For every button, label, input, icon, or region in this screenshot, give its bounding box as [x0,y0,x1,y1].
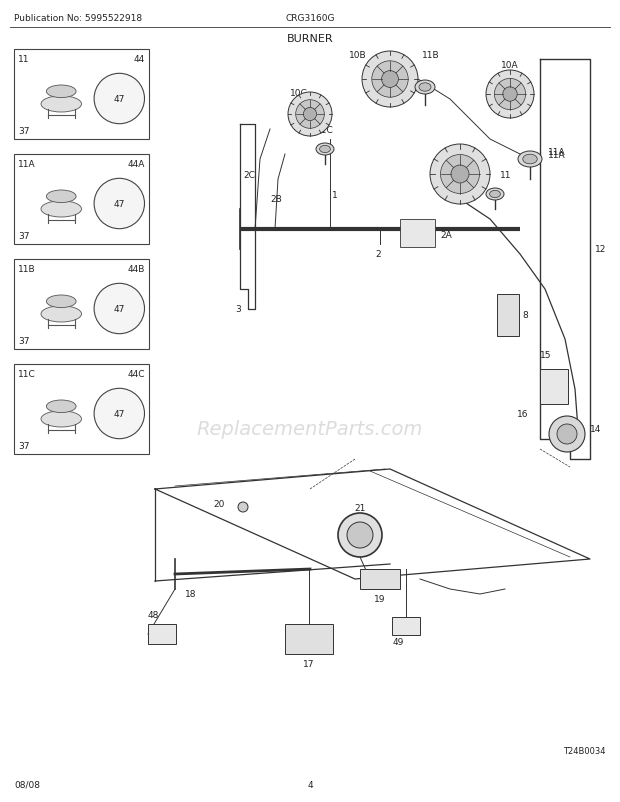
Text: 10B: 10B [350,51,367,60]
Circle shape [494,79,526,111]
Bar [14,155,149,245]
Circle shape [440,156,479,194]
Ellipse shape [46,191,76,204]
Circle shape [303,108,317,121]
Text: 3: 3 [235,305,241,314]
Bar [14,365,149,455]
Circle shape [549,416,585,452]
Ellipse shape [41,306,81,322]
Ellipse shape [518,152,542,168]
Circle shape [94,75,144,124]
Ellipse shape [319,146,330,153]
Ellipse shape [419,83,431,92]
Text: 8: 8 [522,311,528,320]
Text: 10C: 10C [290,89,308,98]
Text: 47: 47 [113,200,125,209]
Text: 11A: 11A [18,160,35,168]
Text: 47: 47 [113,305,125,314]
Text: 37: 37 [18,232,30,241]
Bar [540,370,568,404]
Text: T24B0034: T24B0034 [564,746,606,755]
Ellipse shape [46,296,76,308]
Ellipse shape [41,201,81,217]
Text: 20: 20 [214,500,225,508]
Text: 2B: 2B [270,195,281,205]
Text: 15: 15 [540,350,552,359]
Ellipse shape [490,191,500,198]
Bar [400,220,435,248]
Text: 18: 18 [185,589,197,598]
Text: CRG3160G: CRG3160G [285,14,335,23]
Text: 48: 48 [148,610,159,619]
Text: 2C: 2C [243,170,255,180]
Circle shape [238,502,248,512]
Text: 08/08: 08/08 [14,780,40,789]
Bar [14,260,149,350]
Text: 44C: 44C [128,370,145,379]
Text: Publication No: 5995522918: Publication No: 5995522918 [14,14,142,23]
Circle shape [451,166,469,184]
Text: 17: 17 [303,659,315,668]
Bar [148,624,176,644]
Text: 11: 11 [18,55,30,64]
Text: 11: 11 [500,171,511,180]
Circle shape [381,71,399,88]
Ellipse shape [523,155,537,164]
Circle shape [94,284,144,334]
Circle shape [94,179,144,229]
Text: 11B: 11B [18,265,35,273]
Circle shape [503,87,517,102]
Circle shape [372,62,408,98]
Text: 11A: 11A [548,148,565,157]
Text: 37: 37 [18,127,30,136]
Circle shape [557,424,577,444]
Text: 2A: 2A [440,230,452,239]
Text: 1: 1 [332,190,338,199]
Text: 16: 16 [517,410,528,419]
Text: 2: 2 [375,249,381,259]
Text: 11C: 11C [316,126,334,135]
Bar [360,569,400,589]
Circle shape [430,145,490,205]
Text: 37: 37 [18,337,30,346]
Text: 21: 21 [354,504,366,512]
Text: ReplacementParts.com: ReplacementParts.com [197,420,423,439]
Text: 11B: 11B [422,51,440,60]
Text: 47: 47 [113,95,125,104]
Text: 4: 4 [307,780,313,789]
Text: 11C: 11C [18,370,36,379]
Ellipse shape [41,411,81,427]
Text: 44A: 44A [128,160,145,168]
Bar [392,618,420,635]
Text: 49: 49 [393,638,404,646]
Text: 10: 10 [450,146,461,155]
Ellipse shape [46,86,76,99]
Text: 19: 19 [374,594,386,603]
Ellipse shape [486,188,504,200]
Bar [14,50,149,140]
Circle shape [486,71,534,119]
Text: 44: 44 [134,55,145,64]
Circle shape [362,52,418,107]
Circle shape [338,513,382,557]
Text: 12: 12 [595,245,606,254]
Text: 47: 47 [113,410,125,419]
Circle shape [296,100,324,129]
Text: 44B: 44B [128,265,145,273]
Text: 14: 14 [590,425,601,434]
Ellipse shape [316,144,334,156]
Circle shape [347,522,373,549]
Text: 10A: 10A [501,61,519,70]
Bar [497,294,519,337]
Ellipse shape [415,81,435,95]
Bar [285,624,333,654]
Circle shape [288,93,332,137]
Ellipse shape [46,400,76,413]
Text: BURNER: BURNER [286,34,334,44]
Circle shape [94,389,144,439]
Text: 37: 37 [18,441,30,451]
Ellipse shape [41,97,81,113]
Text: 11A: 11A [548,150,565,160]
